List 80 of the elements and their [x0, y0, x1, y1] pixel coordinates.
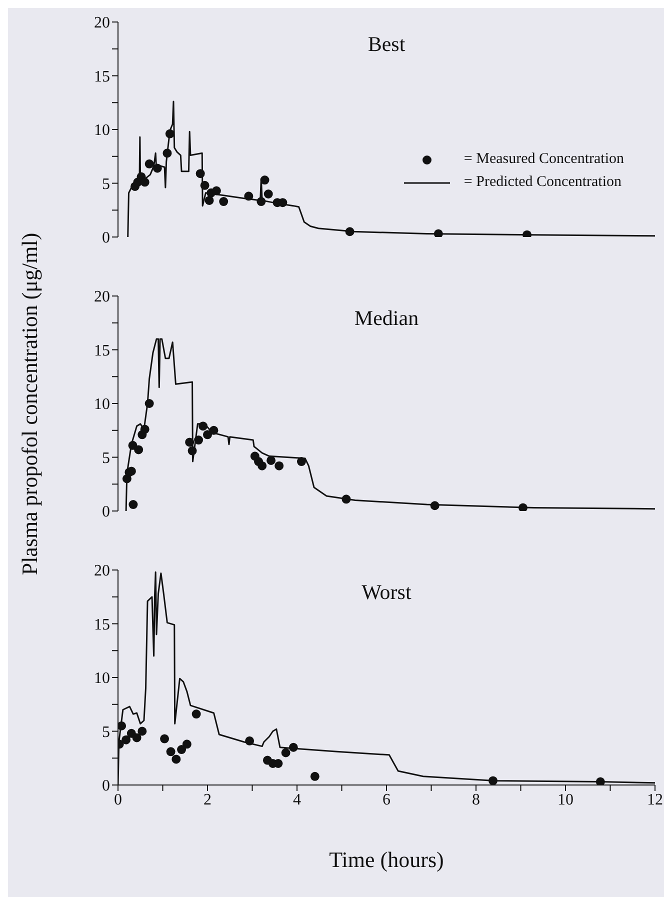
- point: [212, 186, 221, 196]
- point: [345, 227, 354, 236]
- point: [256, 197, 266, 206]
- y-tick-label: 10: [94, 396, 110, 414]
- point: [204, 196, 214, 205]
- y-tick-label: 20: [94, 562, 110, 580]
- point: [310, 772, 320, 781]
- y-tick-label: 5: [102, 450, 110, 467]
- x-tick-label: 2: [204, 791, 212, 808]
- point: [434, 229, 443, 237]
- x-tick-label: 6: [382, 791, 390, 808]
- point: [244, 192, 254, 201]
- point: [203, 430, 212, 440]
- line-series: [127, 100, 655, 237]
- point: [177, 745, 186, 754]
- y-tick-label: 0: [102, 230, 110, 247]
- point: [258, 461, 267, 470]
- point: [144, 399, 154, 408]
- point: [185, 438, 194, 447]
- point: [342, 494, 351, 504]
- y-tick-label: 0: [102, 778, 110, 795]
- point: [200, 180, 210, 190]
- point: [172, 754, 181, 764]
- point: [264, 190, 273, 198]
- x-tick-label: 8: [472, 791, 480, 808]
- x-tick-label: 10: [558, 791, 574, 808]
- x-axis-title: Time (hours): [328, 847, 445, 873]
- point: [132, 733, 142, 742]
- point: [192, 710, 201, 719]
- point: [245, 736, 254, 746]
- y-tick-label: 15: [94, 68, 110, 86]
- point: [118, 721, 126, 730]
- y-tick-label: 5: [102, 176, 110, 193]
- point: [122, 735, 131, 744]
- text: Best: [366, 32, 406, 57]
- point: [188, 446, 197, 456]
- y-tick-label: 10: [94, 670, 110, 688]
- x-tick-label: 0: [114, 791, 122, 808]
- point: [165, 129, 174, 138]
- point: [194, 436, 204, 445]
- point: [160, 734, 170, 744]
- point: [281, 748, 290, 758]
- y-tick-label: 20: [94, 14, 110, 32]
- y-axis-title: Plasma propofol concentration (μg/ml): [16, 231, 43, 577]
- point: [152, 164, 162, 173]
- y-tick-label: 15: [94, 616, 110, 634]
- point: [260, 176, 270, 185]
- text: Worst: [360, 580, 412, 605]
- point: [430, 501, 440, 510]
- y-tick-label: 5: [102, 724, 110, 741]
- legend-label: = Measured Concentration: [464, 151, 624, 168]
- legend-label: = Predicted Concentration: [464, 174, 622, 191]
- point: [166, 747, 176, 756]
- point: [288, 742, 298, 752]
- point: [196, 169, 205, 178]
- point: [138, 726, 147, 736]
- line-series: [125, 338, 655, 511]
- point: [266, 456, 276, 465]
- point: [296, 457, 306, 466]
- point: [274, 461, 284, 470]
- y-tick-label: 15: [94, 342, 110, 360]
- y-tick-label: 0: [102, 504, 110, 521]
- point: [488, 776, 498, 785]
- point: [140, 424, 150, 434]
- point: [209, 426, 218, 435]
- point: [144, 159, 154, 168]
- point: [182, 740, 192, 749]
- point: [162, 148, 172, 158]
- point: [134, 445, 144, 454]
- y-tick-label: 10: [94, 122, 110, 140]
- point: [219, 197, 228, 206]
- text: Median: [353, 306, 420, 331]
- point: [198, 422, 208, 431]
- x-tick-label: 12: [647, 791, 663, 808]
- point: [128, 500, 138, 510]
- point: [140, 178, 150, 187]
- point: [596, 777, 605, 785]
- point: [518, 503, 528, 511]
- y-tick-label: 20: [94, 288, 110, 306]
- x-tick-label: 4: [293, 791, 301, 808]
